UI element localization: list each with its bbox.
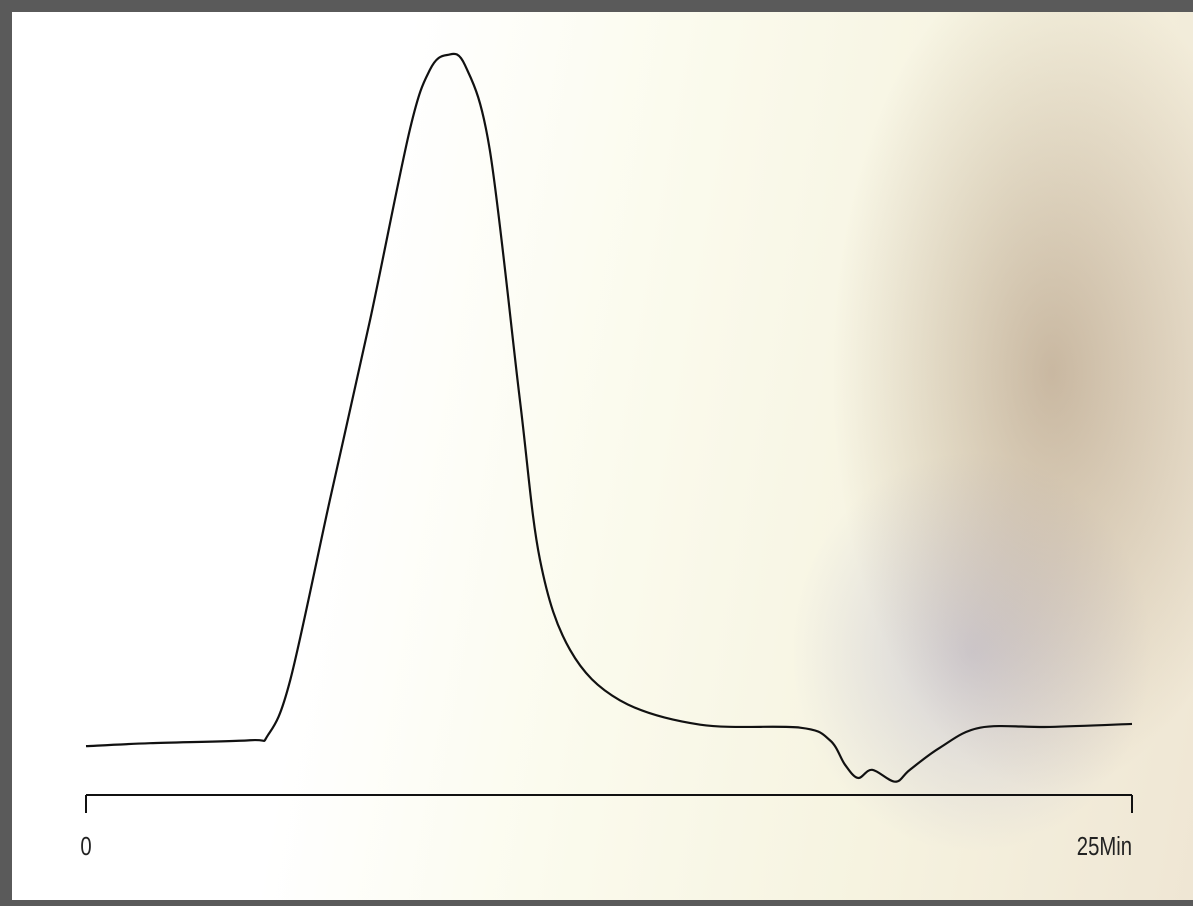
x-tick-label: 25Min xyxy=(1077,831,1132,860)
x-tick-label: 0 xyxy=(80,831,91,860)
chromatogram-line xyxy=(85,52,1133,783)
